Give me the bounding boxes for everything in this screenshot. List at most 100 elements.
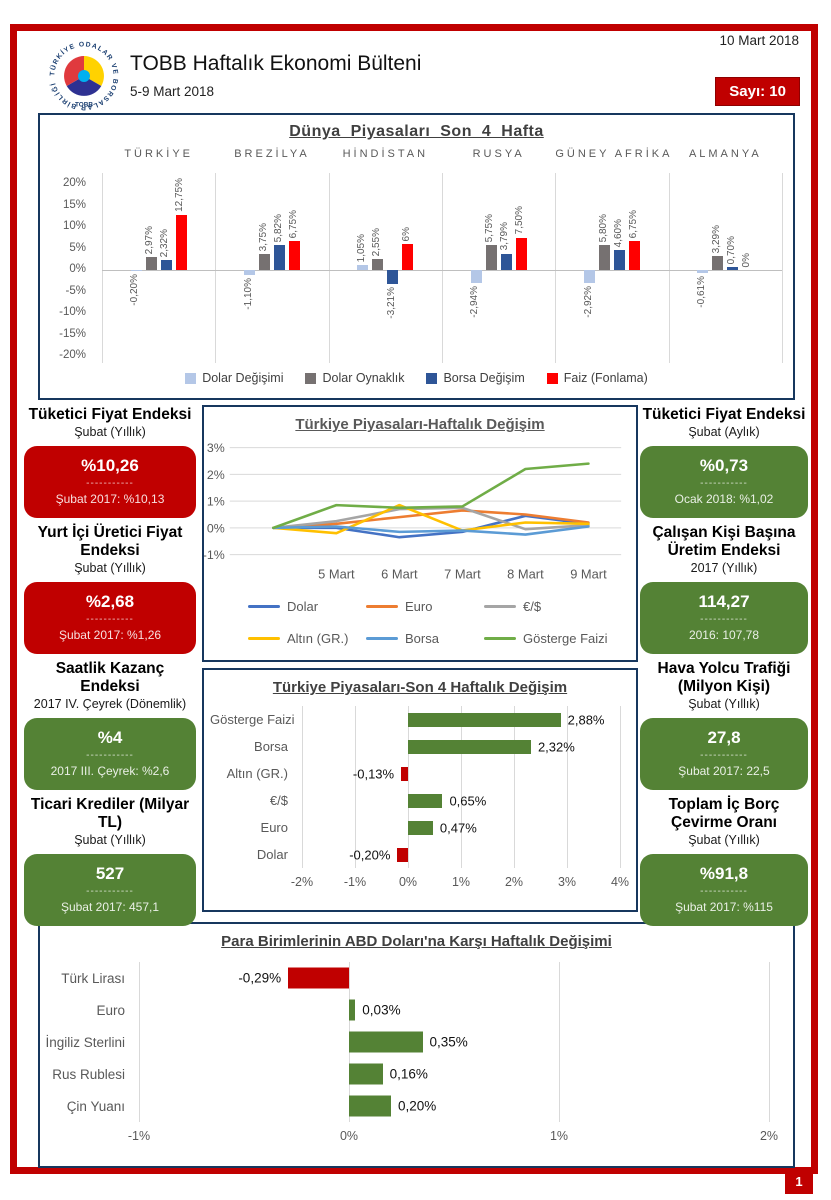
stat-title: Yurt İçi Üretici Fiyat Endeksi [37, 524, 183, 559]
bar [160, 260, 172, 270]
group-separator [442, 173, 443, 363]
stat-previous: 2016: 107,78 [688, 628, 760, 642]
x-axis-label: 1% [549, 1129, 569, 1143]
legend-item: Euro [366, 599, 484, 614]
legend-line-icon [366, 604, 398, 609]
stat-previous: Şubat 2017: %115 [675, 900, 773, 914]
stat-subtitle: Şubat (Aylık) [688, 425, 760, 439]
bar [349, 1063, 383, 1085]
weekly-line-chart: Türkiye Piyasaları-Haftalık Değişim 3% 2%… [202, 405, 638, 662]
legend-label: €/$ [523, 599, 542, 614]
row-plot-area: -0,13% [302, 760, 620, 787]
bar-value-label: 5,82% [272, 213, 284, 242]
turkey-4week-title: Türkiye Piyasaları-Son 4 Haftalık Değişi… [272, 679, 568, 696]
chart-row: Dolar -0,20% [210, 841, 634, 868]
weekly-line-legend: Dolar Euro €/$ Altın (GR.) Borsa Gösterge Fai… [204, 599, 636, 646]
y-axis-label: 15% [62, 198, 86, 211]
world-chart-plot: -0,20% 2,97% 2,32% 12,75% -1,10% 3,75% 5,82% 6,… [102, 173, 783, 363]
stat-block: Çalışan Kişi Başına Üretim Endeksi 2017 (… [640, 524, 808, 654]
bar-value-label: 1,05% [355, 234, 367, 263]
bar [349, 1095, 391, 1117]
turkey-4week-chart: Türkiye Piyasaları-Son 4 Haftalık Değişi… [202, 668, 638, 912]
left-column: Tüketici Fiyat Endeksi Şubat (Yıllık) %10,… [24, 406, 196, 932]
stat-card: %0,73 ----------- Ocak 2018: %1,02 [640, 446, 808, 518]
legend-item: Borsa [366, 631, 484, 646]
line-series [272, 509, 590, 530]
grid-line [408, 706, 409, 868]
bar-value-label: 0,65% [449, 793, 487, 808]
stat-title: Saatlik Kazanç Endeksi [55, 660, 165, 695]
country-label: ALMANYA [688, 148, 762, 160]
x-axis-label: -1% [343, 875, 367, 889]
chart-row: İngiliz Sterlini 0,35% [40, 1026, 793, 1058]
grid-line [769, 962, 770, 1122]
group-separator [328, 173, 330, 363]
bar [712, 255, 724, 270]
stat-subtitle: 2017 IV. Çeyrek (Dönemlik) [33, 697, 187, 711]
line-series [272, 506, 590, 531]
stat-card: 27,8 ----------- Şubat 2017: 22,5 [640, 718, 808, 790]
stat-subtitle: Şubat (Yıllık) [688, 697, 760, 711]
stat-card: 114,27 ----------- 2016: 107,78 [640, 582, 808, 654]
y-axis-label: 5% [69, 241, 86, 254]
stat-dashes: ----------- [86, 614, 134, 625]
weekly-chart-title: Türkiye Piyasaları-Haftalık Değişim [295, 416, 545, 433]
stat-value: %0,73 [699, 456, 749, 475]
logo-tobb-text: TOBB [75, 101, 93, 108]
bar-value-label: 2,97% [144, 225, 156, 255]
legend-item: Dolar Oynaklık [305, 371, 404, 385]
row-label: Türk Lirası [61, 970, 125, 986]
y-axis-label: 20% [62, 177, 86, 189]
line-series [272, 525, 590, 536]
legend-line-icon [248, 604, 280, 609]
stat-block: Saatlik Kazanç Endeksi 2017 IV. Çeyrek (D… [24, 660, 196, 790]
y-axis-label: 0% [207, 521, 225, 535]
stat-subtitle: Şubat (Yıllık) [74, 833, 146, 847]
legend-swatch-icon [185, 372, 197, 384]
stat-subtitle: Şubat (Yıllık) [688, 833, 760, 847]
stat-subtitle: Şubat (Yıllık) [74, 561, 146, 575]
grid-line [559, 962, 560, 1122]
x-axis-label: 2% [759, 1129, 779, 1143]
right-column: Tüketici Fiyat Endeksi Şubat (Aylık) %0,73… [640, 406, 808, 932]
legend-item: Gösterge Faizi [484, 631, 636, 646]
cur-axis: -1% 0% 1% 2% [40, 1122, 793, 1152]
bar-value-label: 6,75% [287, 209, 299, 238]
stat-value: 27,8 [707, 728, 741, 747]
world-chart-categories: TÜRKİYE BREZİLYA HİNDİSTAN RUSYA GÜNEY AFRİK… [102, 148, 782, 166]
bar-value-label: 2,88% [567, 712, 605, 727]
grid-line [620, 706, 621, 868]
stat-title: Ticari Krediler (Milyar TL) [30, 796, 190, 831]
legend-label: Dolar [287, 599, 319, 614]
legend-item: Borsa Değişim [426, 371, 525, 385]
bar [485, 245, 497, 270]
bar [357, 265, 369, 270]
x-axis-label: 3% [557, 875, 577, 889]
legend-label: Euro [405, 599, 433, 614]
x-axis-label: 9 Mart [570, 566, 607, 581]
turkey-4week-body: Gösterge Faizi 2,88% Borsa 2,32% Altın (GR.)… [210, 706, 634, 896]
legend-label: Faiz (Fonlama) [563, 371, 648, 385]
stat-dashes: ----------- [86, 478, 134, 489]
weekly-line-chart-svg: 3% 2% 1% 0% -1% 5 Mart 6 Mart 7 Mart 8 Mart 9 Mar… [204, 441, 622, 581]
legend-item: Faiz (Fonlama) [546, 371, 648, 385]
group-separator [555, 173, 557, 363]
bar-value-label: 3,79% [499, 222, 511, 251]
t4w-grid [302, 706, 621, 868]
stat-previous: Şubat 2017: %1,26 [58, 628, 162, 642]
bar [397, 847, 408, 862]
currencies-chart-title: Para Birimlerinin ABD Doları'na Karşı Ha… [221, 933, 612, 950]
legend-label: Altın (GR.) [287, 631, 349, 646]
bar-value-label: 7,50% [514, 206, 526, 235]
y-axis-label: 2% [207, 468, 225, 482]
bar [274, 244, 285, 270]
x-axis-label: 0% [339, 1129, 359, 1143]
stat-dashes: ----------- [86, 886, 134, 897]
grid-line [461, 706, 462, 868]
row-plot-area: 2,32% [302, 733, 620, 760]
stat-block: Tüketici Fiyat Endeksi Şubat (Aylık) %0,73… [640, 406, 808, 518]
legend-item: Dolar [248, 599, 366, 614]
row-label: €/$ [269, 793, 288, 808]
stat-block: Ticari Krediler (Milyar TL) Şubat (Yıllık… [24, 796, 196, 926]
legend-item: Dolar Değişimi [185, 371, 283, 385]
